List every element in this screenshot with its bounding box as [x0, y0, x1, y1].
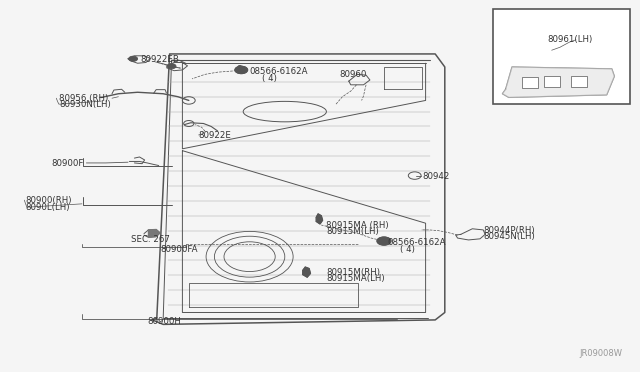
Text: 80915MA(LH): 80915MA(LH) [326, 274, 385, 283]
Text: 80930N(LH): 80930N(LH) [59, 100, 111, 109]
Circle shape [129, 56, 138, 61]
Text: 80900F: 80900F [51, 159, 84, 168]
Text: JR09008W: JR09008W [579, 349, 622, 358]
Circle shape [377, 237, 391, 245]
Text: 80944P(RH): 80944P(RH) [483, 226, 535, 235]
Bar [522, 77, 538, 88]
Polygon shape [148, 230, 160, 237]
Text: 8090L(LH): 8090L(LH) [26, 203, 70, 212]
Polygon shape [303, 267, 310, 277]
Text: 80900H: 80900H [147, 317, 181, 326]
Text: 80900(RH): 80900(RH) [26, 196, 72, 205]
Text: 80922E: 80922E [198, 131, 231, 140]
Text: 08566-6162A: 08566-6162A [250, 67, 308, 76]
Text: S: S [237, 65, 242, 74]
Text: 08566-6162A: 08566-6162A [387, 238, 445, 247]
Polygon shape [316, 214, 323, 224]
Polygon shape [502, 67, 614, 97]
Text: 80915M(LH): 80915M(LH) [326, 227, 379, 236]
Bar [493, 9, 630, 104]
Text: 80956 (RH): 80956 (RH) [59, 94, 108, 103]
Text: 80945N(LH): 80945N(LH) [483, 232, 535, 241]
Text: 80915M(RH): 80915M(RH) [326, 268, 380, 277]
Text: ( 4): ( 4) [400, 245, 415, 254]
Text: 80915MA (RH): 80915MA (RH) [326, 221, 389, 230]
Text: S: S [380, 238, 385, 244]
Circle shape [167, 64, 176, 69]
Text: SEC. 267: SEC. 267 [131, 235, 170, 244]
Text: 80961(LH): 80961(LH) [548, 35, 593, 44]
Circle shape [235, 66, 248, 74]
Text: 80960: 80960 [339, 70, 367, 79]
Text: 80922EB: 80922EB [141, 55, 180, 64]
Text: ( 4): ( 4) [262, 74, 277, 83]
Bar [544, 76, 560, 87]
Text: 80942: 80942 [422, 172, 450, 181]
Text: 80900FA: 80900FA [160, 245, 198, 254]
Bar [571, 76, 587, 87]
